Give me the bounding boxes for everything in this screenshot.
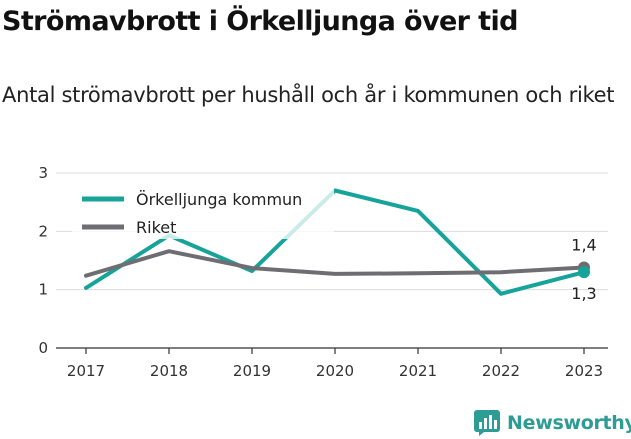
x-tick-label: 2020 bbox=[316, 362, 354, 380]
y-tick-label: 2 bbox=[38, 222, 48, 240]
data-label: 1,4 bbox=[571, 236, 596, 255]
x-tick-label: 2017 bbox=[67, 362, 105, 380]
page-title: Strömavbrott i Örkelljunga över tid bbox=[2, 6, 518, 37]
legend-background bbox=[72, 183, 334, 239]
x-tick-label: 2023 bbox=[565, 362, 603, 380]
x-tick-label: 2019 bbox=[233, 362, 271, 380]
legend-label-0: Örkelljunga kommun bbox=[136, 190, 302, 209]
y-tick-label: 3 bbox=[38, 164, 48, 182]
x-tick-label: 2022 bbox=[482, 362, 520, 380]
x-tick-label: 2021 bbox=[399, 362, 437, 380]
series-end-point-0 bbox=[578, 266, 590, 279]
page-subtitle: Antal strömavbrott per hushåll och år i … bbox=[2, 83, 615, 107]
bar-chart-logo-icon bbox=[474, 410, 500, 436]
brand-name: Newsworthy bbox=[507, 412, 631, 434]
brand-logo: Newsworthy bbox=[474, 408, 631, 438]
legend-label-1: Riket bbox=[136, 218, 176, 237]
y-tick-label: 1 bbox=[38, 281, 48, 299]
data-label: 1,3 bbox=[571, 284, 596, 303]
y-tick-label: 0 bbox=[38, 339, 48, 357]
x-tick-label: 2018 bbox=[150, 362, 188, 380]
series-line-1 bbox=[84, 249, 586, 278]
